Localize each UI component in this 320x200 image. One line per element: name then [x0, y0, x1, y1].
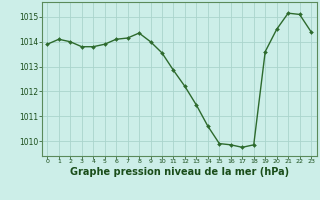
X-axis label: Graphe pression niveau de la mer (hPa): Graphe pression niveau de la mer (hPa): [70, 167, 289, 177]
